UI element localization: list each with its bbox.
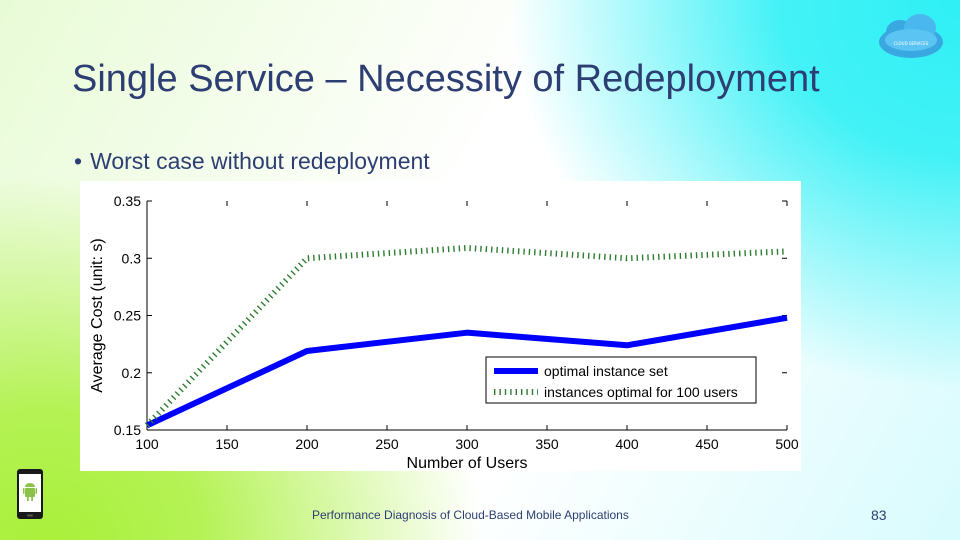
x-tick-label: 150: [215, 436, 239, 452]
cloud-logo-icon: CLOUD SERVICES: [879, 14, 943, 58]
legend-label-1: instances optimal for 100 users: [544, 384, 738, 400]
x-tick-label: 500: [775, 436, 799, 452]
android-phone-icon: [17, 469, 43, 519]
legend-box: [485, 356, 757, 404]
slide-title: Single Service – Necessity of Redeployme…: [72, 58, 820, 100]
page-number: 83: [871, 507, 887, 523]
chart-container: 100 150 200 250 300 350 400 450 500 0.15 0.2 0.25 0.…: [80, 181, 801, 471]
x-tick-label: 300: [455, 436, 479, 452]
x-tick-label: 250: [375, 436, 399, 452]
bullet-text: Worst case without redeployment: [90, 148, 430, 174]
x-axis-label: Number of Users: [407, 455, 528, 471]
series-line-1: [144, 244, 788, 428]
y-tick-label: 0.35: [114, 193, 141, 209]
footer-text: Performance Diagnosis of Cloud-Based Mob…: [312, 508, 629, 522]
x-tick-label: 100: [135, 436, 159, 452]
y-tick-label: 0.15: [114, 422, 141, 438]
y-axis-label: Average Cost (unit: s): [89, 238, 106, 392]
y-tick-label: 0.2: [122, 365, 142, 381]
x-tick-label: 350: [535, 436, 559, 452]
logo-text: CLOUD SERVICES: [894, 41, 929, 46]
bullet-dot: •: [74, 148, 83, 174]
x-tick-label: 450: [695, 436, 719, 452]
bullet-item: • Worst case without redeployment: [74, 148, 430, 175]
cost-line-chart: 100 150 200 250 300 350 400 450 500 0.15 0.2 0.25 0.…: [89, 193, 799, 471]
x-tick-label: 400: [615, 436, 639, 452]
y-tick-label: 0.25: [114, 308, 141, 324]
x-tick-label: 200: [295, 436, 319, 452]
legend-label-0: optimal instance set: [544, 363, 668, 379]
y-tick-label: 0.3: [122, 250, 142, 266]
